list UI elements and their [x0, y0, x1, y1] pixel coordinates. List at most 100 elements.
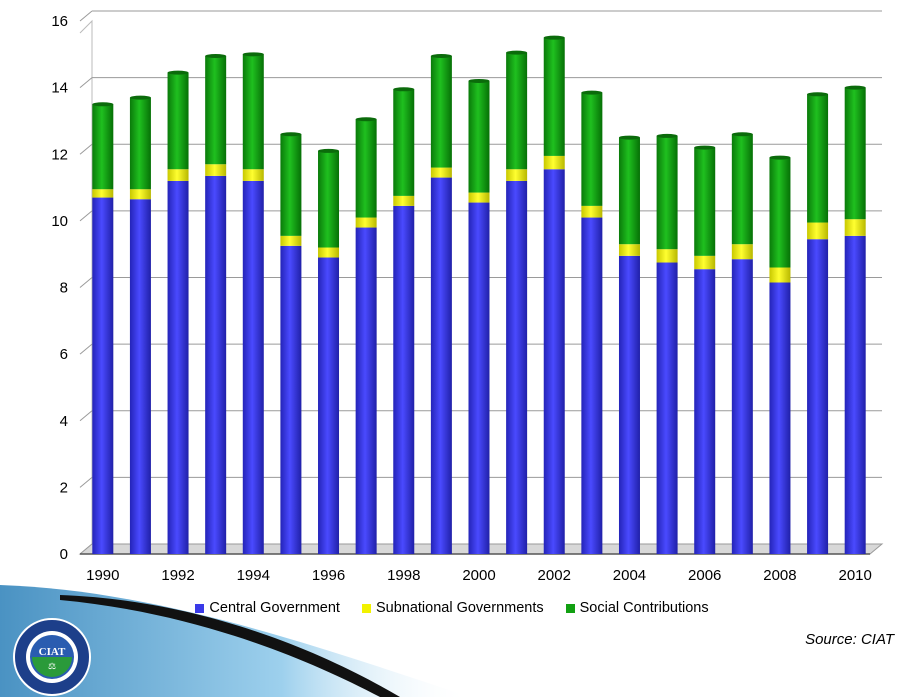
bar-social-contributions	[167, 72, 189, 170]
gridline-side	[79, 10, 93, 22]
bar-central-government	[393, 205, 415, 554]
bar-central-government	[694, 269, 716, 554]
bar-social-contributions	[468, 80, 490, 193]
bar-social-contributions	[656, 135, 678, 250]
gridline-side	[79, 343, 93, 355]
bar-central-government	[167, 180, 189, 554]
bar-top-cap	[129, 95, 151, 100]
bar-central-government	[656, 262, 678, 554]
y-tick-label: 2	[60, 479, 68, 496]
bar-central-government	[618, 255, 640, 554]
legend: Central Government Subnational Governmen…	[0, 600, 904, 616]
y-tick-label: 10	[51, 213, 68, 230]
bar-social-contributions	[694, 147, 716, 256]
legend-label-central: Central Government	[209, 600, 340, 616]
bar-social-contributions	[393, 89, 415, 196]
x-tick-label: 2000	[462, 567, 495, 584]
bar-top-cap	[167, 70, 189, 75]
y-tick-label: 8	[60, 280, 68, 297]
bar-social-contributions	[731, 134, 753, 245]
bar-subnational-governments	[280, 235, 302, 246]
bar-top-cap	[280, 132, 302, 137]
bar-social-contributions	[92, 104, 114, 190]
bar-top-cap	[430, 53, 452, 58]
bar-top-cap	[355, 117, 377, 122]
bar-subnational-governments	[581, 205, 603, 218]
bar-subnational-governments	[731, 244, 753, 260]
gridline-side	[79, 476, 93, 488]
bar-central-government	[430, 177, 452, 554]
bar-social-contributions	[618, 137, 640, 245]
side-wall	[79, 19, 93, 555]
source-note: Source: CIAT	[805, 631, 894, 648]
bar-social-contributions	[318, 150, 340, 248]
bar-subnational-governments	[618, 244, 640, 256]
bar-top-cap	[581, 90, 603, 95]
y-tick-label: 0	[60, 546, 68, 563]
bar-top-cap	[543, 35, 565, 40]
bar-subnational-governments	[769, 267, 791, 283]
bar-subnational-governments	[318, 247, 340, 258]
bar-subnational-governments	[694, 255, 716, 270]
bar-subnational-governments	[543, 155, 565, 170]
bar-subnational-governments	[355, 217, 377, 228]
legend-item-social: Social Contributions	[565, 600, 709, 616]
gridline-side	[79, 410, 93, 422]
bar-central-government	[468, 202, 490, 554]
bar-top-cap	[731, 132, 753, 137]
bar-subnational-governments	[506, 169, 528, 181]
bar-central-government	[205, 175, 227, 554]
bar-central-government	[92, 197, 114, 554]
bar-top-cap	[318, 148, 340, 153]
bar-social-contributions	[581, 92, 603, 206]
y-tick-label: 6	[60, 346, 68, 363]
x-tick-label: 1994	[237, 567, 270, 584]
x-tick-label: 2010	[839, 567, 872, 584]
bar-social-contributions	[769, 157, 791, 268]
gridline-side	[79, 77, 93, 89]
bar-central-government	[581, 217, 603, 554]
bar-central-government	[543, 169, 565, 554]
bar-central-government	[355, 227, 377, 554]
y-tick-label: 14	[51, 80, 68, 97]
bar-top-cap	[618, 135, 640, 140]
bar-subnational-governments	[92, 189, 114, 198]
ciat-seal-logo: CIAT ⚖	[13, 618, 91, 696]
bar-subnational-governments	[844, 219, 866, 236]
bar-central-government	[129, 199, 151, 555]
bar-subnational-governments	[807, 222, 829, 240]
x-tick-label: 1990	[86, 567, 119, 584]
tick-labels: 0 2 4 6 8 10 12 14 16 1990 1992 1994 1996 1998 2000 200…	[51, 13, 872, 584]
x-tick-label: 1992	[161, 567, 194, 584]
bar-social-contributions	[506, 52, 528, 170]
bar-social-contributions	[129, 97, 151, 190]
bar-social-contributions	[543, 37, 565, 156]
legend-item-central: Central Government	[195, 600, 340, 616]
bar-subnational-governments	[393, 195, 415, 206]
x-tick-label: 2004	[613, 567, 646, 584]
bar-social-contributions	[242, 54, 264, 170]
bar-top-cap	[92, 102, 114, 107]
bar-top-cap	[393, 87, 415, 92]
bar-central-government	[844, 235, 866, 554]
bar-top-cap	[242, 52, 264, 57]
x-tick-label: 2008	[763, 567, 796, 584]
bar-subnational-governments	[129, 189, 151, 200]
gridline-side	[79, 143, 93, 155]
y-tick-label: 16	[51, 13, 68, 30]
bar-central-government	[242, 180, 264, 554]
bar-central-government	[280, 245, 302, 554]
bar-social-contributions	[430, 55, 452, 168]
bar-central-government	[318, 257, 340, 554]
bar-social-contributions	[205, 55, 227, 165]
x-tick-label: 2002	[538, 567, 571, 584]
bar-top-cap	[694, 145, 716, 150]
legend-item-subnational: Subnational Governments	[361, 600, 544, 616]
gridline-side	[79, 210, 93, 222]
bar-top-cap	[769, 155, 791, 160]
bars	[92, 35, 866, 555]
bar-social-contributions	[844, 87, 866, 220]
x-tick-label: 1996	[312, 567, 345, 584]
bar-subnational-governments	[656, 249, 678, 263]
bar-top-cap	[807, 92, 829, 97]
